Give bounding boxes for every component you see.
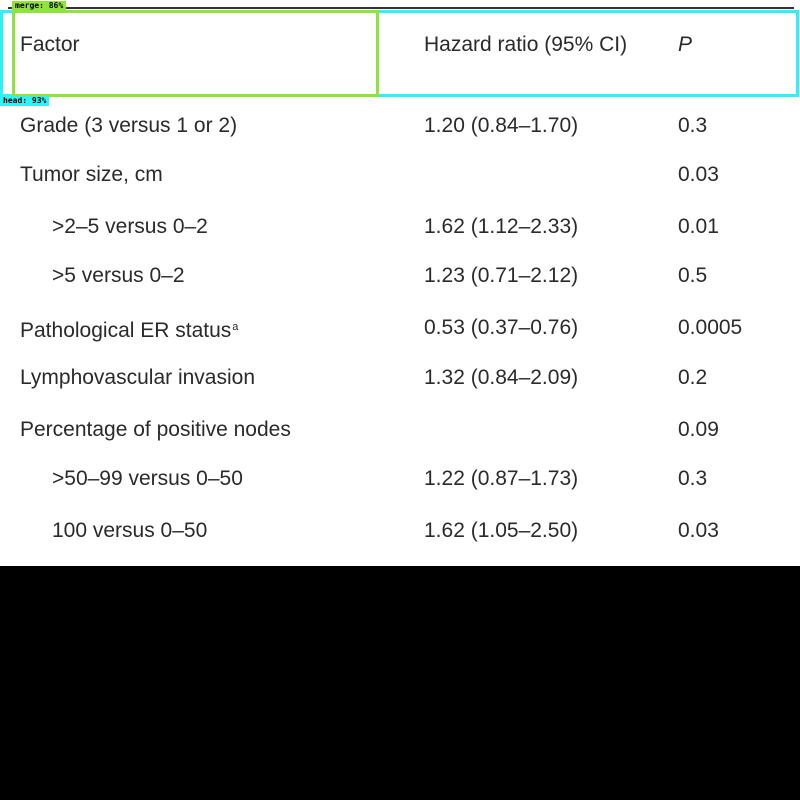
row-factor: Pathological ER statusa	[20, 315, 238, 343]
row-factor: >50–99 versus 0–50	[52, 467, 243, 490]
merge-detection-label: merge: 86%	[12, 1, 67, 11]
row-factor: Lymphovascular invasion	[20, 366, 256, 389]
row-factor: 100 versus 0–50	[52, 519, 208, 542]
row-hazard-ratio: 1.62 (1.12–2.33)	[424, 215, 579, 238]
row-factor-text: Pathological ER status	[20, 319, 232, 342]
row-p-value: 0.09	[678, 418, 719, 441]
row-hazard-ratio: 1.20 (0.84–1.70)	[424, 114, 579, 137]
row-hazard-ratio: 1.23 (0.71–2.12)	[424, 264, 579, 287]
row-p-value: 0.01	[678, 215, 719, 238]
row-factor: Grade (3 versus 1 or 2)	[20, 114, 238, 137]
header-hazard-ratio: Hazard ratio (95% CI)	[424, 33, 628, 56]
row-factor: >5 versus 0–2	[52, 264, 185, 287]
row-p-value: 0.03	[678, 163, 719, 186]
row-hazard-ratio: 0.53 (0.37–0.76)	[424, 316, 579, 339]
row-factor: Percentage of positive nodes	[20, 418, 291, 441]
row-factor: >2–5 versus 0–2	[52, 215, 208, 238]
row-p-value: 0.3	[678, 114, 708, 137]
row-p-value: 0.03	[678, 519, 719, 542]
row-hazard-ratio: 1.22 (0.87–1.73)	[424, 467, 579, 490]
head-detection-label: head: 93%	[0, 96, 50, 106]
table-top-rule	[8, 7, 794, 9]
footnote-marker: a	[232, 321, 239, 333]
row-p-value: 0.5	[678, 264, 708, 287]
table-page: Factor Hazard ratio (95% CI) P Grade (3 …	[0, 0, 800, 566]
row-hazard-ratio: 1.32 (0.84–2.09)	[424, 366, 579, 389]
row-p-value: 0.0005	[678, 316, 743, 339]
row-factor: Tumor size, cm	[20, 163, 163, 186]
row-hazard-ratio: 1.62 (1.05–2.50)	[424, 519, 579, 542]
row-p-value: 0.2	[678, 366, 708, 389]
header-factor: Factor	[20, 33, 80, 56]
header-p: P	[678, 33, 693, 56]
row-p-value: 0.3	[678, 467, 708, 490]
